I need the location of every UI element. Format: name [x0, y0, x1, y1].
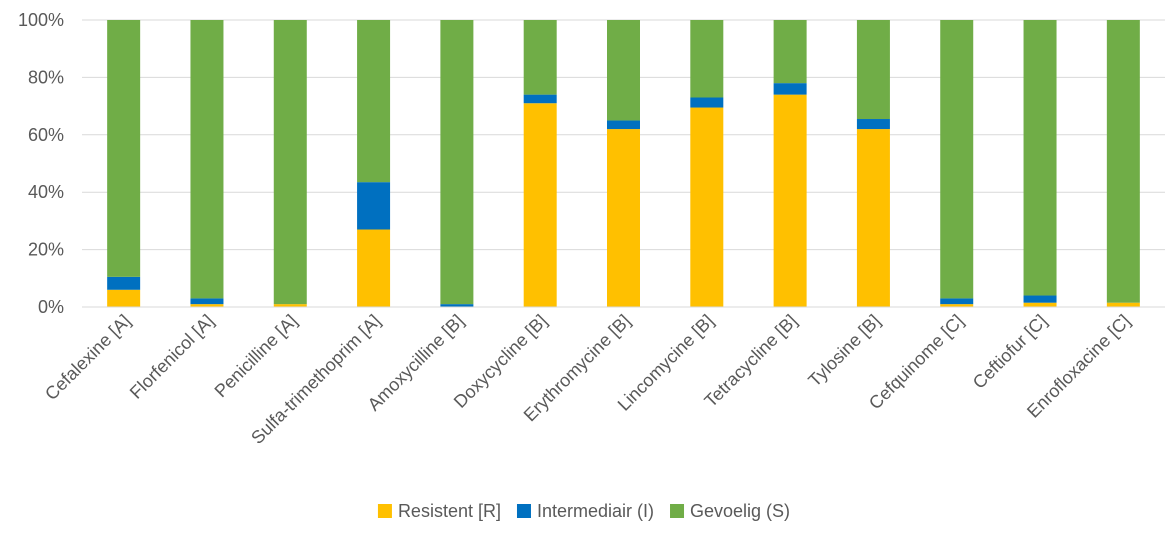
bar-segment — [1106, 20, 1140, 303]
bar-segment — [190, 298, 224, 305]
bar-segment — [856, 20, 890, 120]
bar-segment — [940, 298, 974, 305]
bar-segment — [440, 20, 474, 305]
x-tick-label: Penicilline [A] — [211, 311, 302, 402]
bar-stack — [607, 20, 640, 307]
legend-swatch — [377, 504, 392, 518]
bar-segment — [856, 129, 890, 307]
bar-segment — [607, 20, 640, 121]
bar-segment — [107, 20, 141, 277]
bar-segment — [1023, 302, 1057, 307]
bar-segment — [1106, 302, 1140, 307]
x-tick-label: Ceftiofur [C] — [969, 311, 1051, 393]
bar-segment — [690, 97, 724, 108]
legend-label: Intermediair (I) — [537, 501, 654, 521]
bar-segment — [940, 20, 974, 299]
y-tick-label: 40% — [28, 182, 64, 202]
y-tick-label: 100% — [18, 10, 64, 30]
y-axis-tick-labels: 0% 20% 40% 60% 80% 100% — [18, 10, 64, 317]
bar-segment — [273, 20, 307, 305]
legend: Resistent [R] Intermediair (I) Gevoelig (S… — [377, 501, 790, 521]
bar-segment — [523, 103, 557, 307]
bar-segment — [856, 119, 890, 130]
legend-swatch — [516, 504, 531, 518]
bar-segment — [940, 304, 974, 307]
bar-stack — [523, 20, 557, 307]
bar-stack — [273, 20, 307, 307]
bar-segment — [523, 94, 557, 104]
x-axis-tick-labels: Cefalexine [A]Florfenicol [A]Penicilline… — [41, 311, 1134, 448]
legend-item: Gevoelig (S) — [670, 501, 790, 521]
bar-stack — [1106, 20, 1140, 307]
legend-label: Gevoelig (S) — [690, 501, 790, 521]
bar-segment — [357, 182, 391, 230]
legend-label: Resistent [R] — [398, 501, 501, 521]
bar-stack — [940, 20, 974, 307]
bars — [107, 20, 1140, 308]
bar-segment — [1023, 20, 1057, 296]
bar-stack — [190, 20, 224, 307]
bar-segment — [190, 20, 224, 299]
legend-item: Intermediair (I) — [516, 501, 654, 521]
bar-segment — [107, 289, 141, 307]
bar-stack — [107, 20, 141, 307]
bar-segment — [690, 20, 724, 98]
x-tick-label: Florfenicol [A] — [126, 311, 218, 403]
bar-stack — [357, 20, 391, 307]
bar-segment — [523, 20, 557, 95]
bar-stack — [690, 20, 724, 307]
bar-segment — [107, 276, 141, 290]
bar-segment — [607, 129, 640, 307]
bar-segment — [1023, 295, 1057, 303]
legend-item: Resistent [R] — [377, 501, 501, 521]
y-tick-label: 60% — [28, 125, 64, 145]
x-tick-label: Tylosine [B] — [804, 311, 884, 391]
bar-segment — [773, 83, 807, 95]
bar-segment — [357, 229, 391, 307]
bar-segment — [690, 107, 724, 307]
legend-swatch — [670, 504, 685, 518]
bar-segment — [773, 20, 807, 84]
y-tick-label: 80% — [28, 67, 64, 87]
bar-segment — [773, 94, 807, 308]
bar-segment — [440, 304, 474, 307]
bar-stack — [1023, 20, 1057, 307]
y-tick-label: 20% — [28, 240, 64, 260]
bar-segment — [273, 304, 307, 307]
bar-stack — [440, 20, 474, 307]
bar-segment — [357, 20, 391, 183]
y-tick-label: 0% — [38, 297, 64, 317]
x-tick-label: Cefalexine [A] — [41, 311, 134, 404]
bar-segment — [190, 304, 224, 307]
bar-segment — [607, 120, 640, 130]
bar-stack — [773, 20, 807, 308]
bar-stack — [856, 20, 890, 307]
